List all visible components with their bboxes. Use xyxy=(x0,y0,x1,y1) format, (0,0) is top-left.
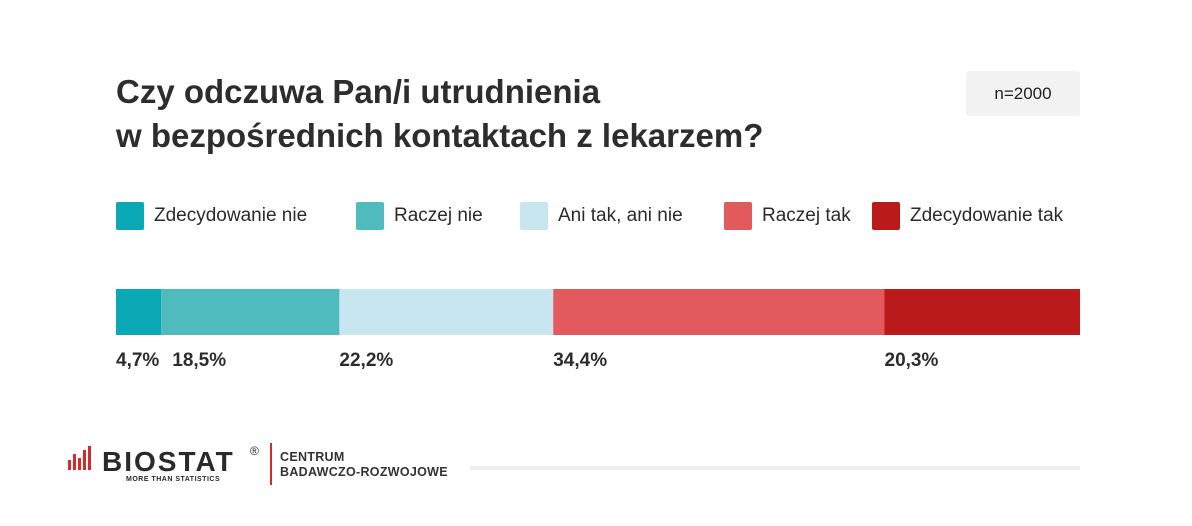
legend-label: Ani tak, ani nie xyxy=(558,205,683,226)
legend-swatch xyxy=(356,202,384,230)
chart-title-line-2: w bezpośrednich kontaktach z lekarzem? xyxy=(116,117,764,154)
legend-swatch xyxy=(116,202,144,230)
footer: BIOSTAT ® MORE THAN STATISTICS CENTRUM B… xyxy=(68,440,1088,490)
bar-segment-5 xyxy=(884,289,1080,335)
value-label-2: 18,5% xyxy=(172,350,226,371)
footer-divider xyxy=(270,443,272,485)
chart-title-line-1: Czy odczuwa Pan/i utrudnienia xyxy=(116,73,601,110)
legend-item-raczej-nie: Raczej nie xyxy=(356,202,483,230)
biostat-bars-icon xyxy=(68,446,91,470)
legend-label: Zdecydowanie tak xyxy=(910,205,1064,226)
legend-label: Raczej tak xyxy=(762,205,851,226)
biostat-tagline: MORE THAN STATISTICS xyxy=(126,476,221,483)
legend-item-zdecydowanie-tak: Zdecydowanie tak xyxy=(872,202,1063,230)
legend-label: Zdecydowanie nie xyxy=(154,205,308,226)
center-name: CENTRUM BADAWCZO-ROZWOJOWE xyxy=(280,450,448,480)
value-label-5: 20,3% xyxy=(885,350,939,371)
legend-swatch xyxy=(724,202,752,230)
bar-segment-3 xyxy=(339,289,554,335)
bar-segment-1 xyxy=(116,289,162,335)
value-label-4: 34,4% xyxy=(553,350,607,371)
stacked-bar-chart: 4,7% 18,5% 22,2% 34,4% 20,3% xyxy=(116,289,1080,371)
value-label-3: 22,2% xyxy=(339,350,393,371)
legend-item-ani-tak-ani-nie: Ani tak, ani nie xyxy=(520,202,683,230)
sample-size-badge: n=2000 xyxy=(966,71,1080,116)
bar-segment-2 xyxy=(161,289,340,335)
biostat-logo-text: BIOSTAT xyxy=(102,446,235,477)
legend-swatch xyxy=(520,202,548,230)
bar-segment-4 xyxy=(553,289,885,335)
footer-rule xyxy=(470,466,1080,470)
center-name-line-2: BADAWCZO-ROZWOJOWE xyxy=(280,465,448,479)
legend-swatch xyxy=(872,202,900,230)
legend-label: Raczej nie xyxy=(394,205,483,226)
legend-item-raczej-tak: Raczej tak xyxy=(724,202,851,230)
center-name-line-1: CENTRUM xyxy=(280,450,345,464)
chart-legend: Zdecydowanie nie Raczej nie Ani tak, ani… xyxy=(116,202,1116,232)
value-label-1: 4,7% xyxy=(116,350,159,371)
legend-item-zdecydowanie-nie: Zdecydowanie nie xyxy=(116,202,307,230)
chart-title: Czy odczuwa Pan/i utrudnienia w bezpośre… xyxy=(116,70,936,158)
registered-mark: ® xyxy=(250,444,259,458)
